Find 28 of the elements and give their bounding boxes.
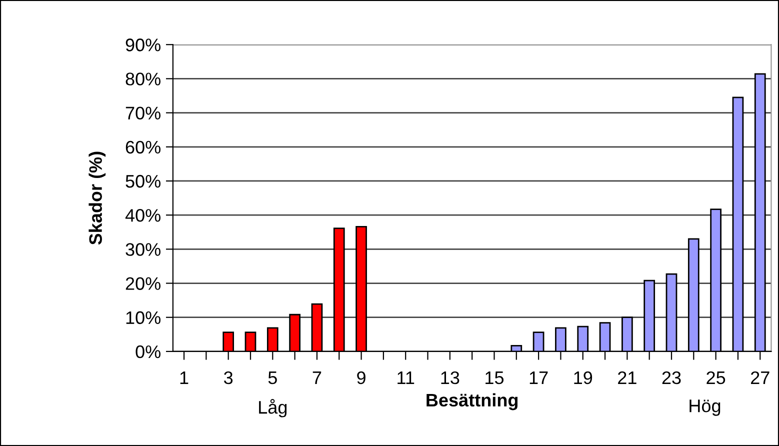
y-tick-label: 30% [126, 243, 160, 256]
x-tick-label: 19 [574, 371, 592, 384]
x-tick-label: 7 [312, 372, 322, 384]
text: Hög [690, 400, 720, 416]
x-tick-label: 27 [751, 371, 770, 384]
y-tick-label: 0% [136, 345, 160, 358]
y-tick-label: 40% [125, 209, 160, 222]
x-tick-label: 11 [398, 372, 414, 384]
y-tick-label: 10% [126, 311, 160, 324]
y-axis-title: Skador (%) [88, 152, 106, 245]
y-tick-label: 80% [126, 72, 160, 86]
y-tick-label: 60% [126, 140, 160, 154]
x-tick-label: 5 [268, 372, 277, 384]
x-tick-label: 23 [662, 371, 681, 384]
text: Låg [259, 399, 287, 418]
x-tick-label: 25 [706, 371, 726, 384]
x-axis-title: Besättning [426, 393, 518, 410]
y-tick-label: 90% [126, 38, 160, 52]
x-tick-label: 9 [357, 371, 366, 384]
x-tick-label: 13 [441, 371, 460, 384]
x-tick-label: 17 [530, 372, 548, 384]
x-tick-label: 1 [180, 372, 188, 384]
y-tick-label: 50% [126, 174, 160, 188]
x-tick-label: 21 [618, 371, 636, 384]
x-tick-label: 15 [486, 372, 504, 384]
x-tick-label: 3 [224, 371, 233, 384]
y-tick-label: 20% [126, 277, 160, 290]
y-tick-label: 70% [126, 106, 160, 120]
